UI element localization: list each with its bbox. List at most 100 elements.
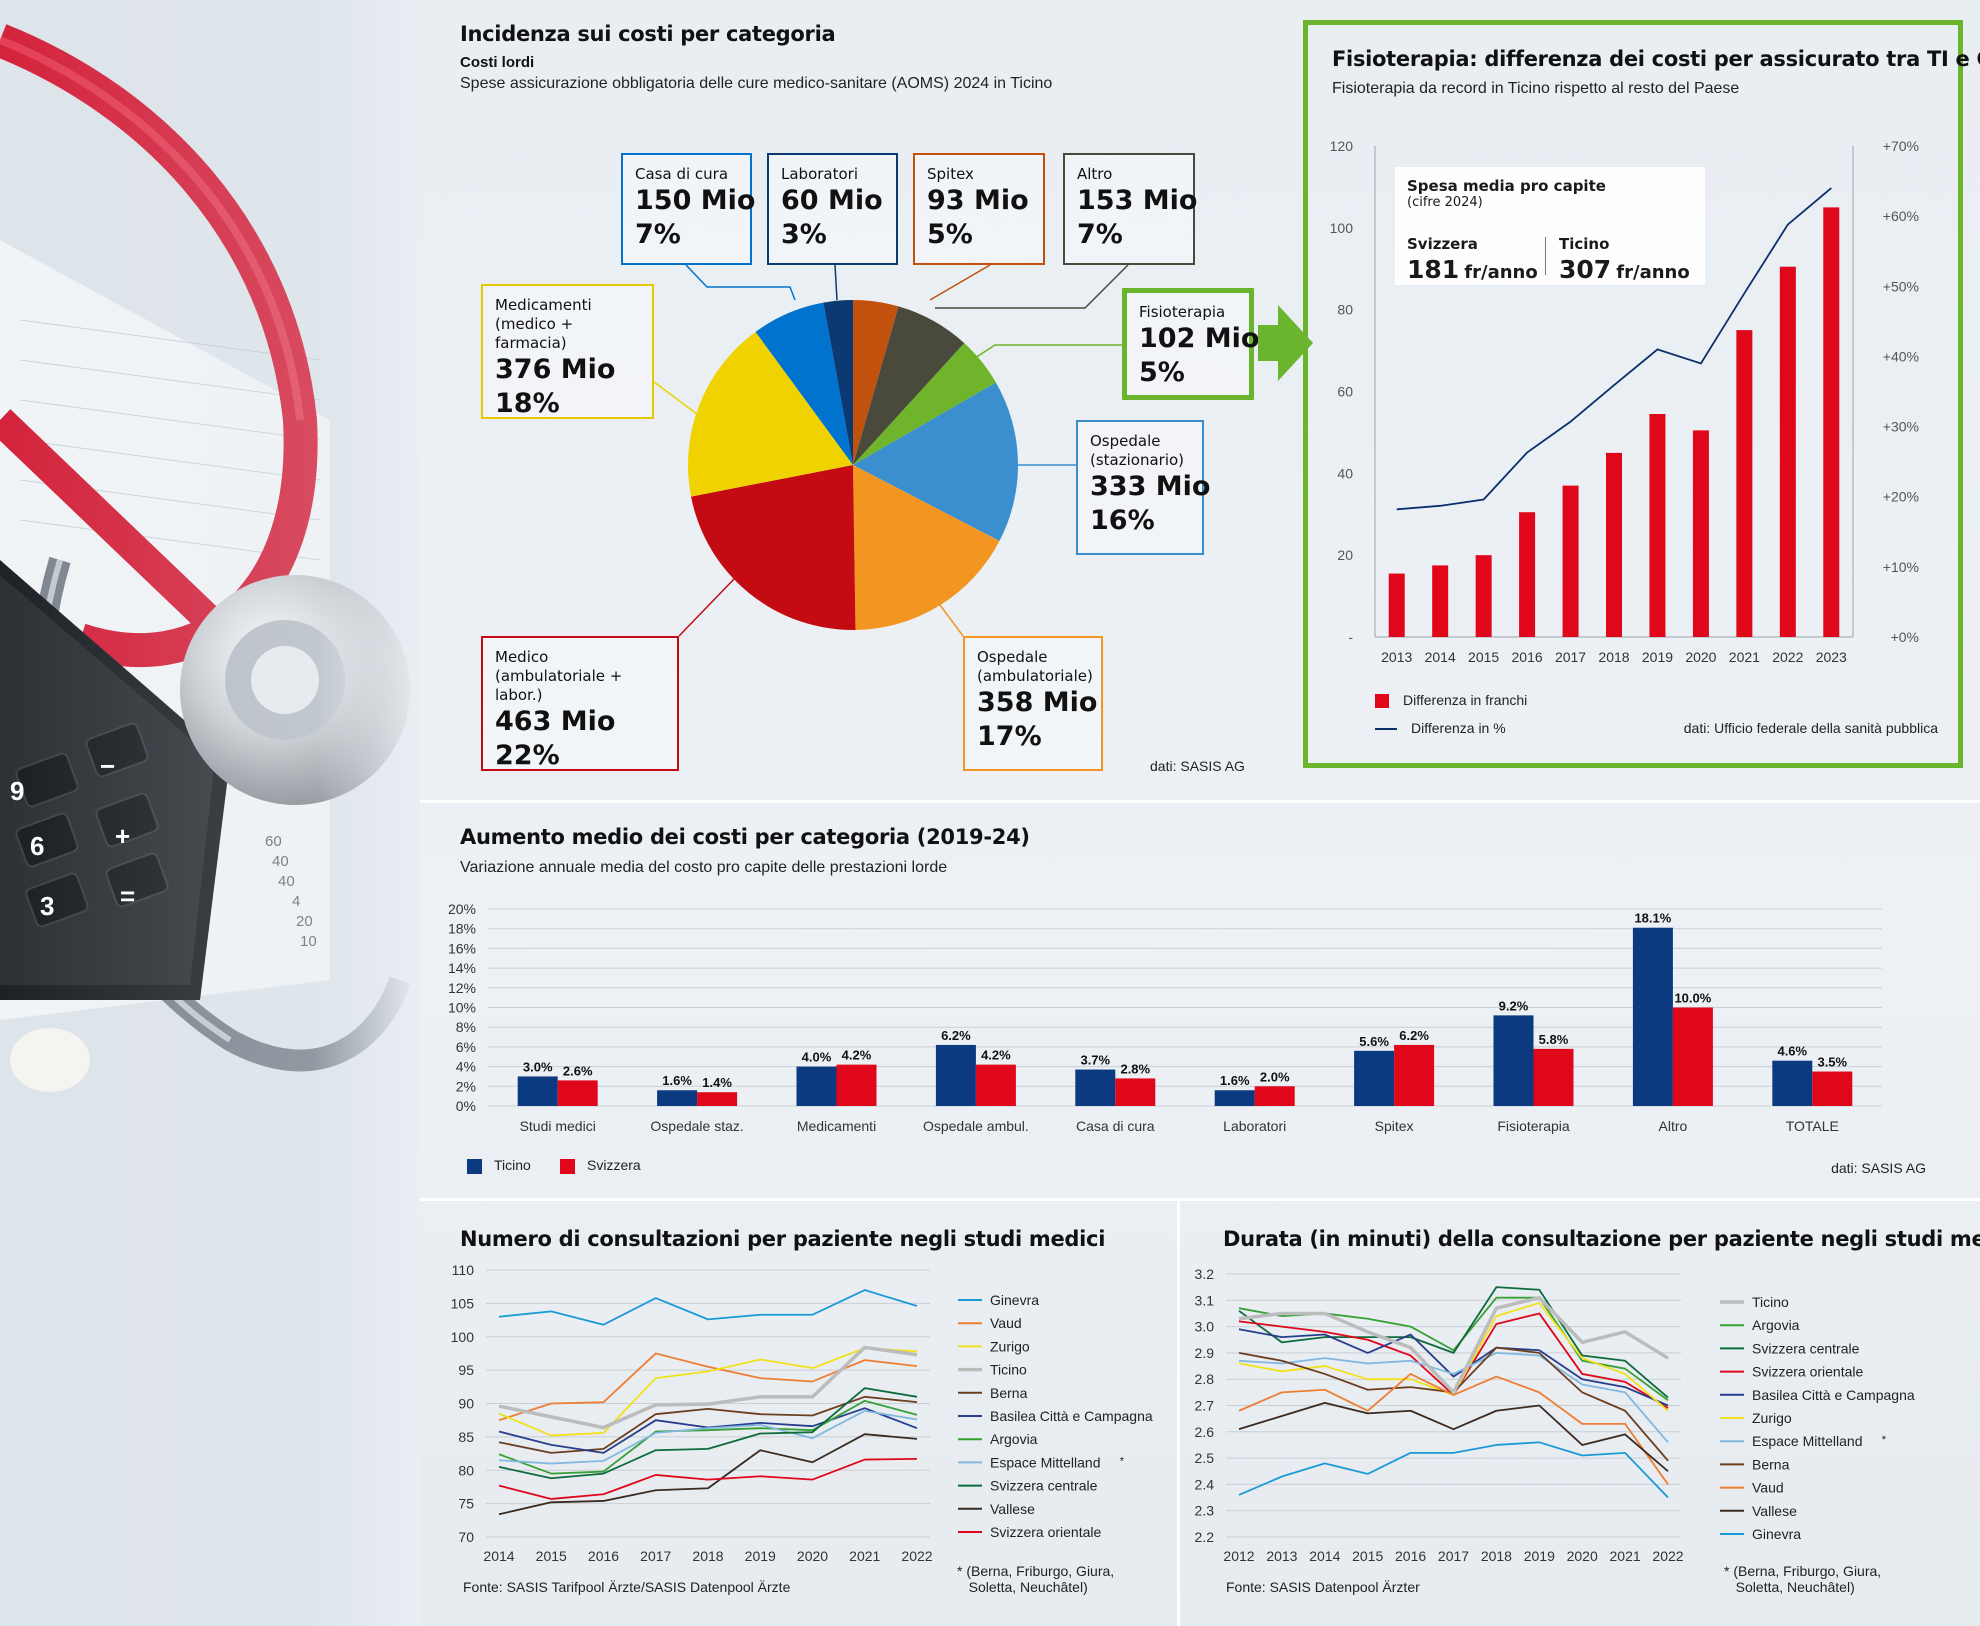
physio-chart-subtitle: Fisioterapia da record in Ticino rispett… — [1332, 80, 1740, 97]
duration-x-tick-label: 2019 — [1524, 1548, 1555, 1564]
pie-callout-percent: 7% — [1077, 219, 1123, 250]
consult-legend-label: Zurigo — [990, 1338, 1030, 1354]
duration-line-svizzera-centrale — [1238, 1286, 1669, 1399]
bar-ticino — [1632, 927, 1673, 1106]
consultations-chart: 70 75 80 85 90 95 100 105 110 2014 2015 2016 2017 201… — [451, 1262, 1153, 1564]
consult-y-tick-label: 95 — [458, 1362, 474, 1378]
physio-chart-title: Fisioterapia: differenza dei costi per a… — [1332, 47, 1980, 71]
physio-bar — [1649, 414, 1666, 637]
bar-y-tick-label: 8% — [456, 1019, 476, 1035]
consult-x-tick-label: 2019 — [745, 1548, 776, 1564]
bar-y-tick-label: 2% — [456, 1078, 476, 1094]
bar-value-label: 3.0% — [523, 1059, 553, 1074]
bar-svizzera — [557, 1080, 598, 1106]
bar-y-tick-label: 14% — [448, 960, 476, 976]
inset-ti-value: 307 fr/anno — [1559, 255, 1690, 284]
pie-callout-percent: 5% — [927, 219, 973, 250]
physio-y2-tick-label: +40% — [1883, 348, 1919, 364]
physio-bar — [1736, 330, 1753, 637]
bar-ticino — [1354, 1050, 1395, 1106]
physio-bar — [1562, 485, 1579, 637]
legend-label-franchi: Differenza in franchi — [1403, 692, 1528, 708]
physio-bar — [1432, 565, 1449, 637]
pie-callout-percent: 3% — [781, 219, 827, 250]
pie-callout-altro: Altro 153 Mio 7% — [1063, 153, 1197, 265]
duration-x-tick-label: 2017 — [1438, 1548, 1469, 1564]
pie-callout-laboratori: Laboratori 60 Mio 3% — [767, 153, 898, 265]
bar-category-label: Casa di cura — [1076, 1118, 1155, 1134]
consult-line-vallese — [498, 1433, 918, 1516]
pie-leader-line-altro — [935, 264, 1129, 309]
bar-chart-title: Aumento medio dei costi per categoria (2… — [460, 825, 1030, 849]
duration-line-ginevra — [1238, 1441, 1669, 1499]
consult-y-tick-label: 110 — [452, 1262, 475, 1278]
pie-slice-fisioterapia — [853, 343, 996, 465]
bar-svizzera — [1533, 1048, 1574, 1106]
bar-svizzera — [1394, 1044, 1435, 1106]
physio-bar — [1606, 452, 1622, 637]
bar-chart-panel: Aumento medio dei costi per categoria (2… — [420, 803, 1980, 1198]
duration-line-vaud — [1238, 1373, 1669, 1485]
consult-legend-label: Argovia — [990, 1431, 1038, 1447]
duration-y-tick-label: 2.9 — [1195, 1345, 1215, 1361]
pie-chart-subtitle-bold: Costi lordi — [460, 54, 535, 71]
consult-line-svizzera-centrale — [498, 1387, 918, 1480]
duration-y-tick-label: 2.7 — [1195, 1398, 1215, 1414]
pie-leader-line-ospedale-ambulatoriale — [939, 604, 964, 637]
physio-x-tick-label: 2020 — [1685, 649, 1716, 665]
consultations-chart-panel: Numero di consultazioni per paziente neg… — [420, 1201, 1177, 1626]
duration-y-tick-label: 3.2 — [1195, 1266, 1215, 1282]
pie-callout-name: Medicamenti (medico + farmacia) — [495, 296, 592, 352]
duration-x-tick-label: 2015 — [1352, 1548, 1383, 1564]
pie-callout-percent: 16% — [1090, 505, 1155, 536]
consult-x-tick-label: 2015 — [536, 1548, 567, 1564]
pie-leader-line-medico-ambulatoriale-labor — [678, 577, 736, 637]
legend-label-svizzera: Svizzera — [587, 1157, 641, 1173]
bar-y-tick-label: 6% — [456, 1039, 476, 1055]
duration-legend-marker: * — [1882, 1434, 1887, 1446]
duration-legend-label: Ginevra — [1752, 1526, 1801, 1542]
separator-horizontal-bottom — [420, 1198, 1980, 1201]
duration-chart-source: Fonte: SASIS Datenpool Ärzter — [1226, 1579, 1420, 1595]
inset-ch-label: Svizzera — [1407, 235, 1478, 253]
bar-value-label: 2.6% — [563, 1063, 593, 1078]
physio-legend-line: Differenza in % — [1375, 720, 1506, 736]
bar-value-label: 1.4% — [702, 1075, 732, 1090]
bar-svizzera — [1672, 1007, 1713, 1106]
pie-leader-line-spitex — [929, 264, 991, 301]
pie-callout-percent: 22% — [495, 740, 560, 771]
bar-ticino — [796, 1066, 837, 1106]
duration-legend-label: Vallese — [1752, 1503, 1797, 1519]
pie-chart-subtitle: Spese assicurazione obbligatoria delle c… — [460, 75, 1053, 92]
duration-y-tick-label: 2.2 — [1195, 1529, 1215, 1545]
physio-bar — [1388, 573, 1405, 637]
bar-value-label: 4.2% — [842, 1048, 872, 1063]
duration-y-tick-label: 2.6 — [1195, 1424, 1215, 1440]
physio-y2-tick-label: +10% — [1883, 559, 1919, 575]
consult-x-tick-label: 2020 — [797, 1548, 828, 1564]
bar-ticino — [1772, 1060, 1813, 1106]
pie-callout-medico-ambulatoriale-labor: Medico (ambulatoriale + labor.) 463 Mio 22… — [481, 636, 679, 771]
physio-y2-tick-label: +20% — [1883, 489, 1919, 505]
legend-swatch-ticino — [467, 1158, 482, 1174]
duration-x-tick-label: 2014 — [1309, 1548, 1340, 1564]
inset-ch-unit: fr/anno — [1464, 262, 1538, 283]
pie-callout-fisioterapia: Fisioterapia 102 Mio 5% — [1122, 288, 1259, 400]
pie-callout-name: Ospedale (ambulatoriale) — [977, 648, 1093, 685]
physio-bar — [1692, 430, 1709, 637]
physio-x-tick-label: 2023 — [1816, 649, 1847, 665]
pie-leader-line-medicamenti-medico-farmacia — [653, 381, 706, 421]
pie-slice-altro — [853, 306, 965, 465]
pie-slice-medico-ambulatoriale-labor — [691, 465, 856, 630]
bar-ticino — [935, 1044, 976, 1106]
inset-subtitle: (cifre 2024) — [1407, 195, 1483, 210]
pie-callout-percent: 7% — [635, 219, 681, 250]
duration-chart-panel: Durata (in minuti) della consultazione p… — [1180, 1201, 1980, 1626]
pie-callout-name: Casa di cura — [635, 165, 729, 183]
legend-swatch-franchi — [1375, 694, 1389, 709]
bar-value-label: 3.7% — [1080, 1053, 1110, 1068]
consult-x-tick-label: 2016 — [588, 1548, 619, 1564]
bar-ticino — [1214, 1090, 1255, 1106]
physio-chart: - 20 40 60 80 100 120 +0% +10% +20% +30% +40% +50% +6… — [1330, 138, 1919, 665]
bar-value-label: 4.0% — [802, 1050, 832, 1065]
